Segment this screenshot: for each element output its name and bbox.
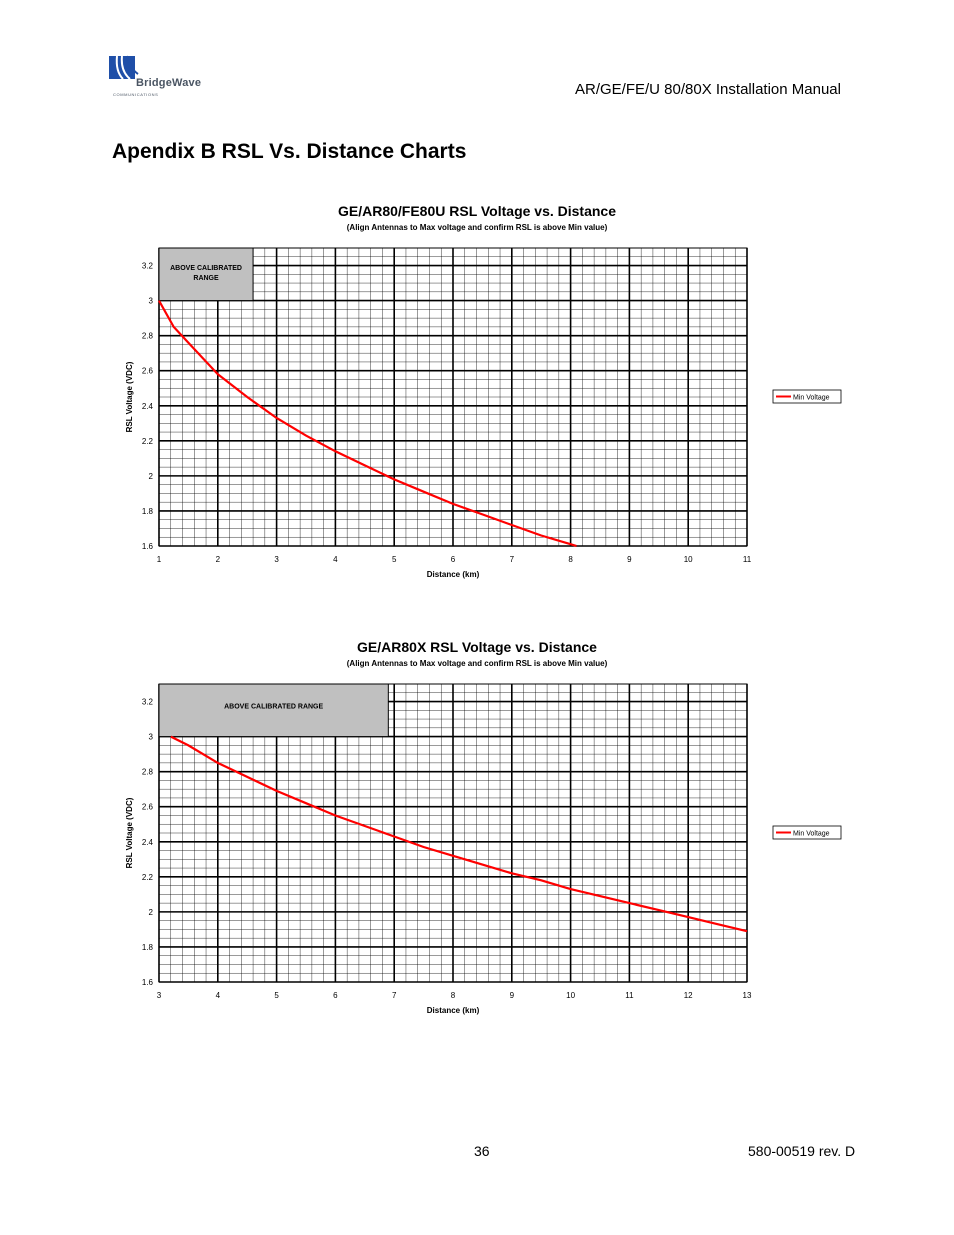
y-tick-label: 2.8 <box>142 768 154 777</box>
above-calibrated-range-box <box>158 683 389 738</box>
y-tick-label: 2 <box>149 472 154 481</box>
manual-title: AR/GE/FE/U 80/80X Installation Manual <box>575 81 841 98</box>
y-tick-label: 2.6 <box>142 803 154 812</box>
x-tick-label: 9 <box>627 555 632 564</box>
y-tick-label: 1.8 <box>142 943 154 952</box>
chart-subtitle: (Align Antennas to Max voltage and confi… <box>346 223 608 232</box>
x-tick-label: 7 <box>510 555 515 564</box>
x-tick-label: 9 <box>510 991 515 1000</box>
page-title: Apendix B RSL Vs. Distance Charts <box>112 140 467 163</box>
y-tick-label: 3.2 <box>142 262 154 271</box>
x-tick-label: 12 <box>684 991 693 1000</box>
above-calibrated-range-label: RANGE <box>193 275 219 282</box>
x-tick-label: 7 <box>392 991 397 1000</box>
chart-title: GE/AR80X RSL Voltage vs. Distance <box>357 639 597 655</box>
bridgewave-logo: BridgeWave COMMUNICATIONS <box>108 52 218 102</box>
above-calibrated-range-label: ABOVE CALIBRATED <box>170 265 242 272</box>
x-tick-label: 11 <box>625 991 634 1000</box>
chart-ge-ar80-fe80u: GE/AR80/FE80U RSL Voltage vs. Distance (… <box>0 203 954 623</box>
x-tick-label: 4 <box>216 991 221 1000</box>
y-axis-label: RSL Voltage (VDC) <box>125 361 134 432</box>
y-tick-label: 3.2 <box>142 698 154 707</box>
above-calibrated-range-box <box>158 247 254 302</box>
page-number: 36 <box>474 1143 490 1159</box>
x-tick-label: 5 <box>274 991 279 1000</box>
chart-subtitle: (Align Antennas to Max voltage and confi… <box>346 659 608 668</box>
y-tick-label: 2.8 <box>142 332 154 341</box>
y-tick-label: 1.8 <box>142 507 154 516</box>
chart-plot: 3 4 5 6 7 8 9 10 11 12 13 1.6 1.8 2 2.2 2.4 2.6 2.8 3 3.2 Di… <box>125 683 842 1015</box>
y-tick-label: 1.6 <box>142 542 154 551</box>
above-calibrated-range-label: ABOVE CALIBRATED RANGE <box>224 703 323 710</box>
chart-ge-ar80x: GE/AR80X RSL Voltage vs. Distance (Align… <box>0 639 954 1059</box>
legend-label: Min Voltage <box>793 395 830 402</box>
x-tick-label: 4 <box>333 555 338 564</box>
y-tick-label: 2.2 <box>142 873 154 882</box>
x-tick-label: 13 <box>743 991 752 1000</box>
chart-title: GE/AR80/FE80U RSL Voltage vs. Distance <box>337 203 617 219</box>
x-tick-label: 10 <box>684 555 693 564</box>
y-tick-label: 2.6 <box>142 367 154 376</box>
y-tick-label: 2.2 <box>142 437 154 446</box>
legend-box <box>772 825 842 840</box>
x-tick-label: 2 <box>216 555 221 564</box>
x-tick-label: 1 <box>157 555 162 564</box>
legend-box <box>772 389 842 404</box>
y-tick-label: 2.4 <box>142 402 154 411</box>
x-tick-label: 8 <box>451 991 456 1000</box>
y-tick-label: 1.6 <box>142 978 154 987</box>
x-tick-label: 5 <box>392 555 397 564</box>
x-tick-label: 3 <box>157 991 162 1000</box>
series-line-min-voltage <box>158 300 577 548</box>
y-tick-label: 2.4 <box>142 838 154 847</box>
logo-subtext: COMMUNICATIONS <box>113 92 159 97</box>
logo-text: BridgeWave <box>136 77 202 89</box>
x-tick-label: 10 <box>566 991 575 1000</box>
x-tick-label: 6 <box>451 555 456 564</box>
y-axis-label: RSL Voltage (VDC) <box>125 797 134 868</box>
x-axis-label: Distance (km) <box>427 570 480 579</box>
chart-plot: 1 2 3 4 5 6 7 8 9 10 11 1.6 1.8 2 2.2 2.4 2.6 2.8 3 3.2 Dist… <box>125 247 842 579</box>
x-tick-label: 6 <box>333 991 338 1000</box>
x-tick-label: 3 <box>274 555 279 564</box>
document-number: 580-00519 rev. D <box>748 1143 856 1159</box>
x-axis-label: Distance (km) <box>427 1006 480 1015</box>
y-tick-label: 2 <box>149 908 154 917</box>
bridgewave-logo-icon <box>109 55 139 80</box>
x-tick-label: 11 <box>743 555 752 564</box>
y-tick-label: 3 <box>149 297 154 306</box>
y-tick-label: 3 <box>149 733 154 742</box>
series-line-min-voltage <box>170 735 748 933</box>
x-tick-label: 8 <box>568 555 573 564</box>
legend-label: Min Voltage <box>793 831 830 838</box>
